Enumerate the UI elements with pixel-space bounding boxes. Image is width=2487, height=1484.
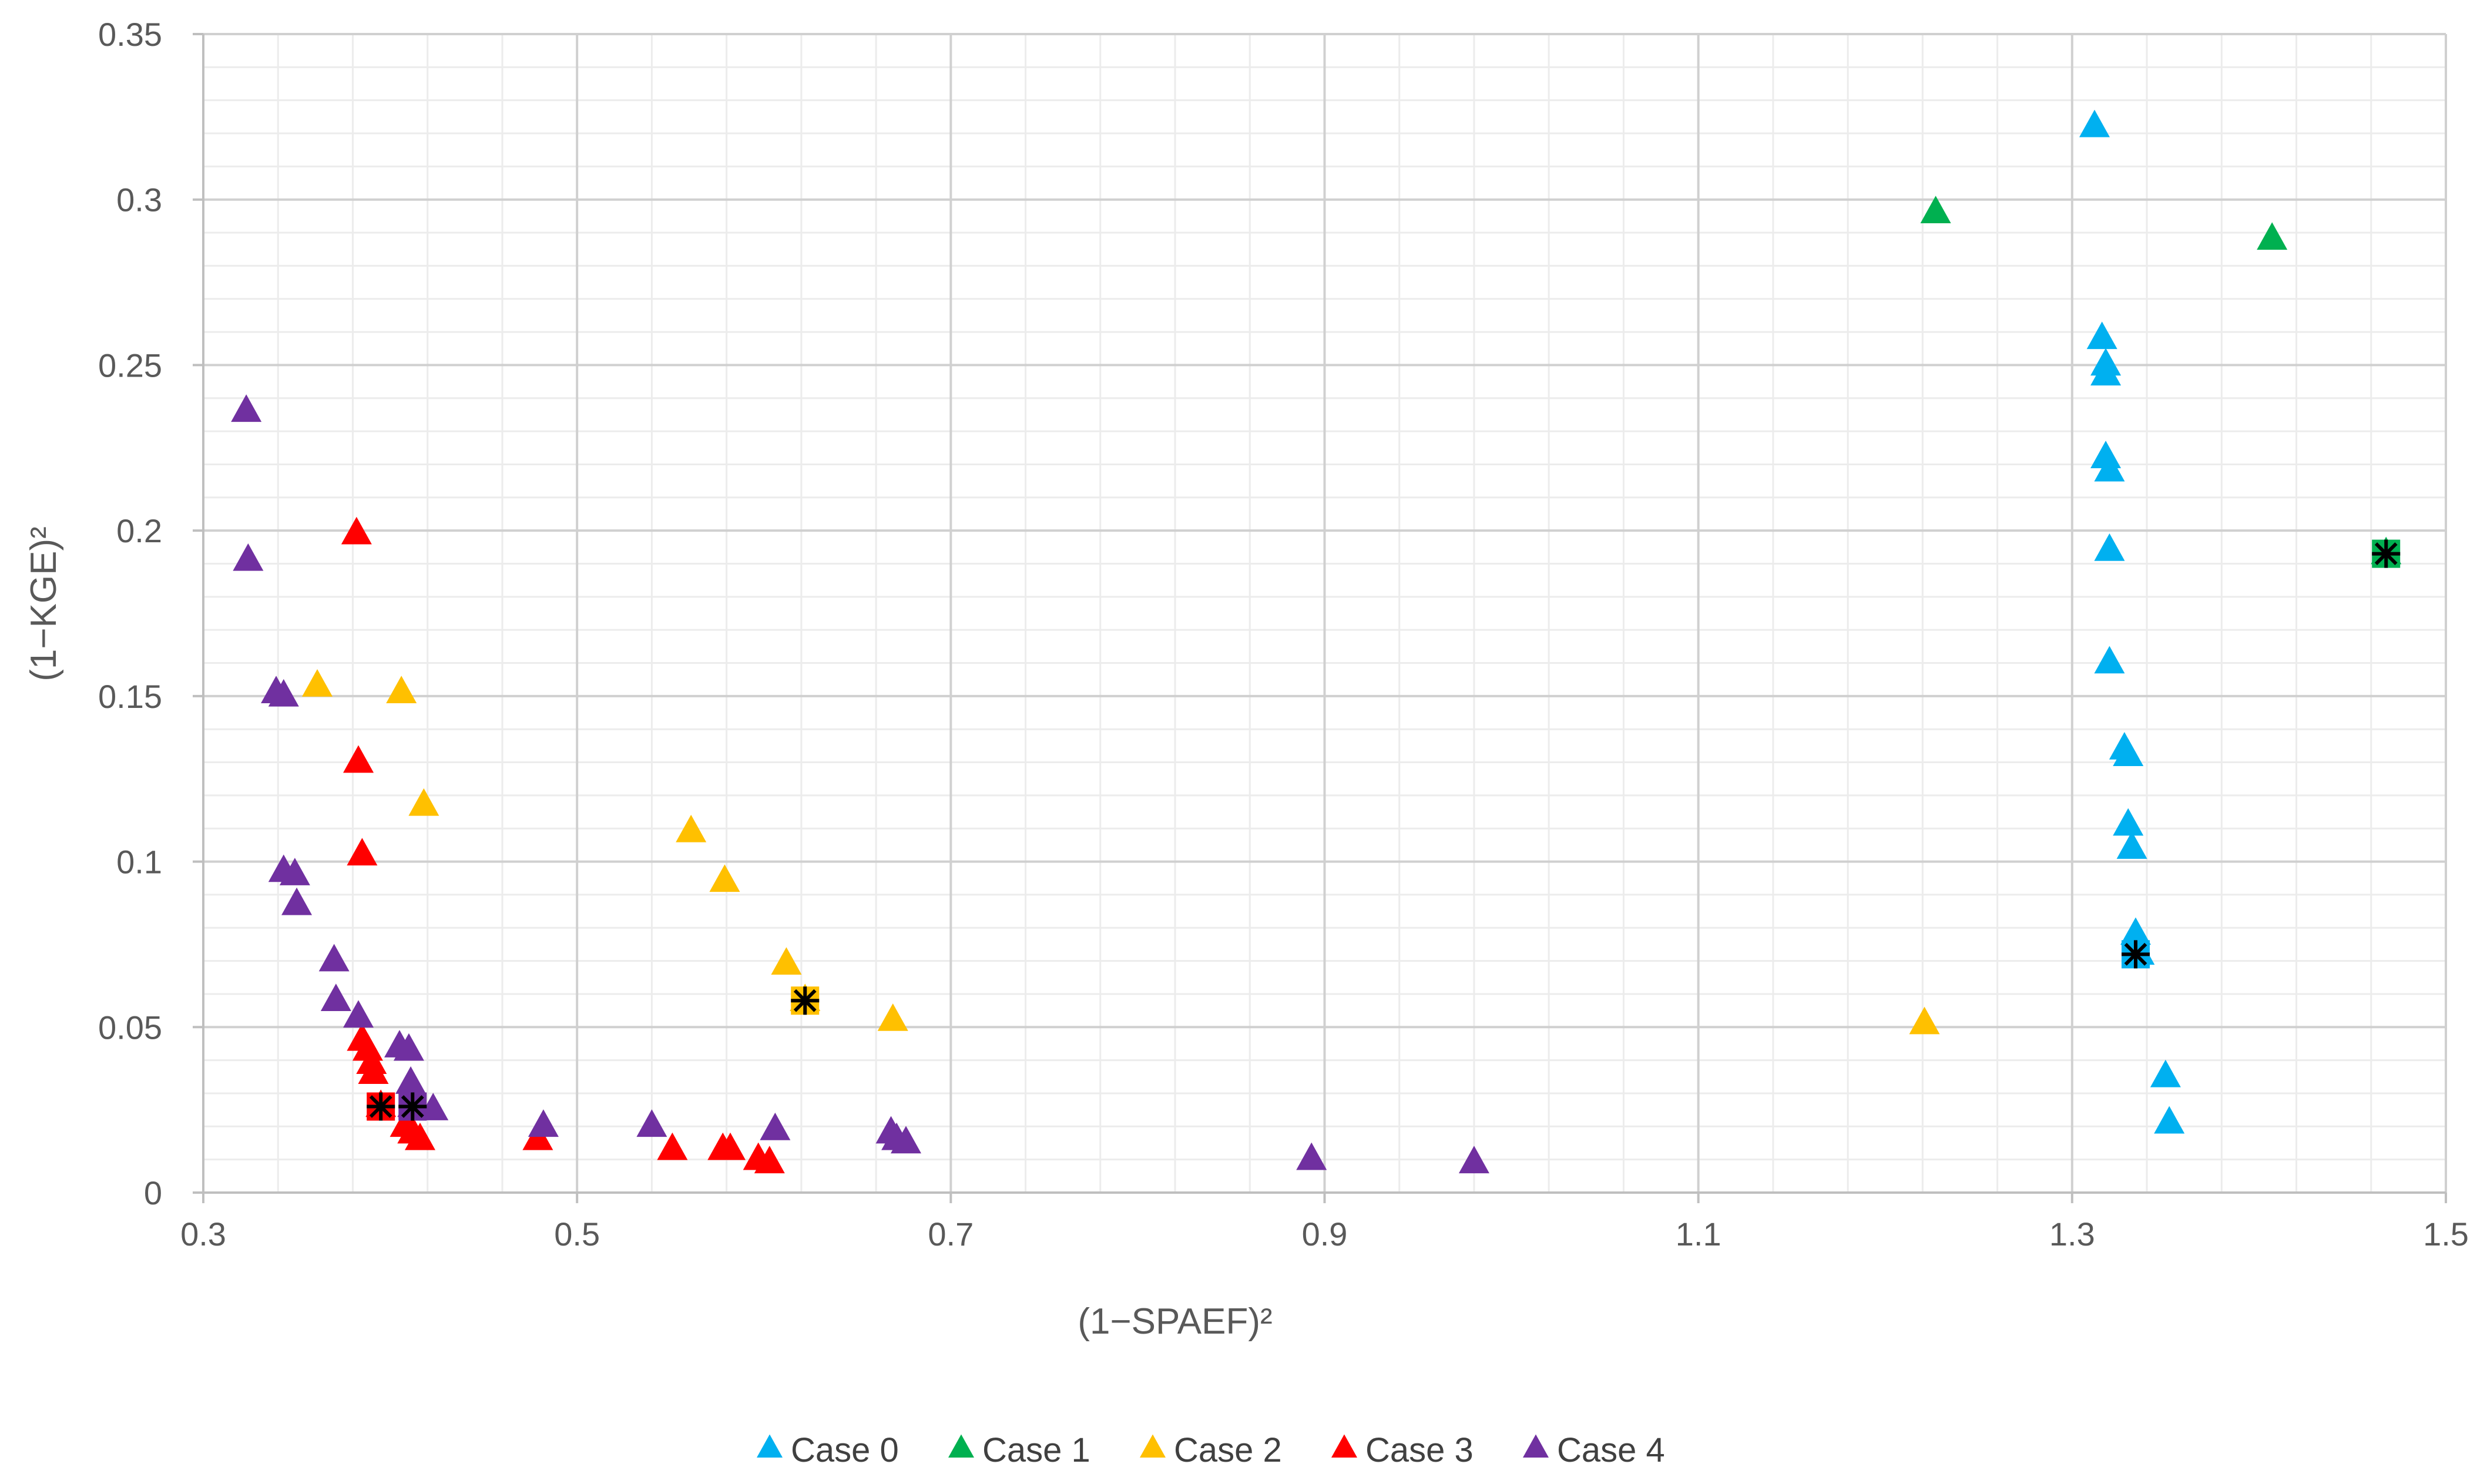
- case-4-point: [318, 944, 350, 972]
- case-3-point: [714, 1132, 746, 1160]
- case-4-point: [636, 1109, 667, 1137]
- case-2-point: [408, 788, 439, 816]
- case-0-point: [2094, 454, 2125, 482]
- x-tick-label: 1.5: [2423, 1216, 2469, 1253]
- y-tick-label: 0.05: [98, 1009, 162, 1046]
- legend-item-case-1: Case 1: [948, 1431, 1090, 1469]
- case-2-point: [1909, 1006, 1940, 1035]
- case-0-point: [2090, 358, 2122, 386]
- case-3-point: [343, 745, 374, 773]
- legend-label-case-0: Case 0: [791, 1431, 899, 1469]
- case-2-point: [771, 947, 802, 975]
- case-4-point: [281, 887, 313, 915]
- case-3-point: [754, 1146, 785, 1174]
- case-1-point: [2257, 222, 2288, 250]
- case-4-point: [233, 543, 264, 571]
- legend: Case 0 Case 1 Case 2 Case 3 Case 4: [757, 1431, 1665, 1469]
- y-axis-title: (1−KGE)²: [24, 526, 64, 681]
- legend-item-case-2: Case 2: [1140, 1431, 1282, 1469]
- case-4-point: [268, 679, 299, 707]
- case-1-point: [1920, 196, 1951, 224]
- x-tick-label: 0.3: [180, 1216, 226, 1253]
- case-2-point: [676, 814, 707, 842]
- y-tick-label: 0.35: [98, 16, 162, 53]
- legend-label-case-1: Case 1: [982, 1431, 1090, 1469]
- x-tick-label: 1.3: [2049, 1216, 2095, 1253]
- x-tick-label: 0.7: [928, 1216, 974, 1253]
- y-tick-label: 0: [144, 1174, 162, 1211]
- legend-item-case-3: Case 3: [1331, 1431, 1474, 1469]
- x-tick-label: 1.1: [1676, 1216, 1721, 1253]
- case-2-point: [302, 669, 333, 697]
- case-2-highlighted-point: [791, 986, 820, 1015]
- y-tick-labels: 0 0.05 0.1 0.15 0.2 0.25 0.3 0.35: [98, 16, 162, 1211]
- legend-label-case-4: Case 4: [1557, 1431, 1665, 1469]
- case-4-point: [395, 1066, 427, 1094]
- case-0-point: [2154, 1106, 2185, 1134]
- x-tick-label: 0.5: [554, 1216, 600, 1253]
- asterisk-stroke: [793, 989, 817, 1012]
- case-4-highlighted-point: [398, 1092, 427, 1121]
- case-0-point: [2116, 831, 2147, 859]
- x-tick-labels: 0.3 0.5 0.7 0.9 1.1 1.3 1.5: [180, 1216, 2469, 1253]
- asterisk-stroke: [401, 1095, 424, 1118]
- axes: [193, 33, 2447, 1203]
- case-4-point: [279, 858, 310, 885]
- legend-marker-case-2: [1140, 1434, 1166, 1458]
- case-4-point: [1296, 1142, 1327, 1170]
- case-4-point: [528, 1109, 559, 1137]
- case-0-highlighted-point: [2121, 940, 2150, 969]
- legend-label-case-3: Case 3: [1365, 1431, 1474, 1469]
- legend-marker-case-3: [1331, 1434, 1357, 1458]
- y-tick-label: 0.25: [98, 347, 162, 384]
- case-3-point: [358, 1056, 389, 1084]
- asterisk-stroke: [2374, 542, 2398, 565]
- case-0-point: [2094, 646, 2125, 674]
- x-tick-label: 0.9: [1302, 1216, 1348, 1253]
- case-3-point: [404, 1122, 435, 1150]
- legend-item-case-0: Case 0: [757, 1431, 899, 1469]
- case-4-point: [890, 1126, 921, 1154]
- case-4-point: [760, 1112, 791, 1140]
- legend-item-case-4: Case 4: [1523, 1431, 1665, 1469]
- case-0-point: [2120, 917, 2151, 945]
- legend-label-case-2: Case 2: [1174, 1431, 1282, 1469]
- asterisk-stroke: [369, 1095, 392, 1118]
- case-3-point: [341, 516, 372, 545]
- case-4-point: [231, 394, 262, 422]
- case-4-point: [320, 983, 351, 1011]
- asterisk-stroke: [2124, 942, 2147, 966]
- case-3-point: [657, 1132, 688, 1160]
- x-axis-title: (1−SPAEF)²: [1078, 1301, 1272, 1342]
- legend-marker-case-4: [1523, 1434, 1549, 1458]
- y-tick-label: 0.2: [116, 512, 162, 549]
- y-tick-label: 0.15: [98, 678, 162, 715]
- legend-marker-case-0: [757, 1434, 783, 1458]
- case-0-point: [2150, 1059, 2181, 1087]
- case-0-point: [2079, 109, 2110, 137]
- case-0-point: [2113, 738, 2144, 767]
- legend-marker-case-1: [948, 1434, 974, 1458]
- data-points: [231, 109, 2402, 1174]
- case-0-point: [2113, 808, 2144, 836]
- case-4-point: [1458, 1146, 1489, 1174]
- case-1-highlighted-point: [2372, 539, 2401, 568]
- case-4-point: [343, 1000, 374, 1028]
- case-2-point: [386, 676, 417, 704]
- case-3-highlighted-point: [367, 1092, 395, 1121]
- y-tick-label: 0.1: [116, 844, 162, 881]
- highlighted-points: [367, 539, 2401, 1121]
- case-2-point: [877, 1003, 908, 1031]
- case-3-point: [347, 838, 378, 866]
- case-0-point: [2094, 533, 2125, 561]
- case-4-point: [393, 1033, 424, 1061]
- case-0-point: [2086, 321, 2117, 350]
- case-2-point: [709, 864, 740, 892]
- y-tick-label: 0.3: [116, 182, 162, 219]
